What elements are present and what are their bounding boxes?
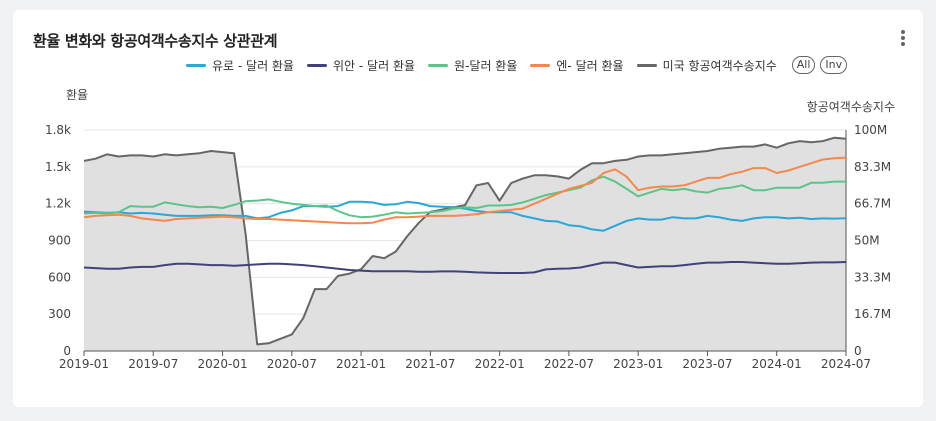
y-right-tick-label: 83.3M <box>854 160 891 174</box>
x-tick-label: 2022-01 <box>475 357 525 371</box>
y-left-tick-label: 0 <box>63 344 71 358</box>
chart-title: 환율 변화와 항공여객수송지수 상관관계 <box>33 32 278 50</box>
legend-item[interactable]: 위안 - 달러 환율 <box>307 57 415 74</box>
legend-item[interactable]: 엔- 달러 환율 <box>530 57 624 74</box>
y-right-tick-label: 50M <box>854 234 880 248</box>
legend-swatch <box>530 63 551 67</box>
series-line-2 <box>83 175 846 219</box>
x-tick-label: 2019-07 <box>128 357 178 371</box>
series-line-3 <box>83 156 847 225</box>
legend-inv-button[interactable]: Inv <box>820 56 848 74</box>
legend-label: 위안 - 달러 환율 <box>333 58 416 73</box>
legend-label: 원-달러 환율 <box>454 58 518 73</box>
x-tick-label: 2020-01 <box>197 357 247 371</box>
legend-item[interactable]: 원-달러 환율 <box>428 57 517 74</box>
legend-label: 유로 - 달러 환율 <box>212 58 295 73</box>
y-right-tick-label: 0 <box>854 344 862 358</box>
y-left-tick-label: 1.8k <box>45 123 71 137</box>
legend-item[interactable]: 유로 - 달러 환율 <box>186 57 294 74</box>
legend-swatch <box>636 63 657 67</box>
y-left-tick-label: 1.2k <box>45 197 71 211</box>
passenger-index-area <box>84 137 846 351</box>
x-tick-label: 2019-01 <box>59 357 109 371</box>
legend-swatch <box>428 63 449 67</box>
legend-label: 엔- 달러 환율 <box>556 58 624 73</box>
x-tick-label: 2024-01 <box>752 357 802 371</box>
y-right-tick-label: 33.3M <box>854 270 891 284</box>
y-left-tick-label: 1.5k <box>45 160 71 174</box>
y-left-axis-title: 환율 <box>66 88 88 102</box>
y-right-axis-title: 항공여객수송지수 <box>807 100 895 114</box>
x-tick-label: 2020-07 <box>267 357 317 371</box>
x-tick-label: 2023-07 <box>682 357 732 371</box>
x-tick-label: 2022-07 <box>544 357 594 371</box>
legend-label: 미국 항공여객수송지수 <box>662 58 777 73</box>
chart-legend: 유로 - 달러 환율 위안 - 달러 환율 원-달러 환율 엔- 달러 환율 미국 항공… <box>186 56 850 74</box>
y-left-tick-label: 600 <box>48 270 71 284</box>
y-left-tick-label: 300 <box>48 307 71 321</box>
y-right-tick-label: 100M <box>854 123 887 137</box>
series-line-1 <box>83 261 847 274</box>
legend-item[interactable]: 미국 항공여객수송지수 <box>636 57 777 74</box>
y-left-tick-label: 900 <box>48 234 71 248</box>
series-line-4 <box>83 136 847 346</box>
legend-swatch <box>307 63 328 67</box>
x-tick-label: 2024-07 <box>821 357 871 371</box>
x-tick-label: 2021-07 <box>405 357 455 371</box>
series-line-0 <box>83 200 847 232</box>
y-right-tick-label: 16.7M <box>854 307 891 321</box>
more-options-icon[interactable] <box>899 30 907 48</box>
y-right-tick-label: 66.7M <box>854 197 891 211</box>
legend-swatch <box>186 63 206 67</box>
x-tick-label: 2021-01 <box>336 357 386 371</box>
x-tick-label: 2023-01 <box>613 357 663 371</box>
legend-all-button[interactable]: All <box>791 56 816 74</box>
